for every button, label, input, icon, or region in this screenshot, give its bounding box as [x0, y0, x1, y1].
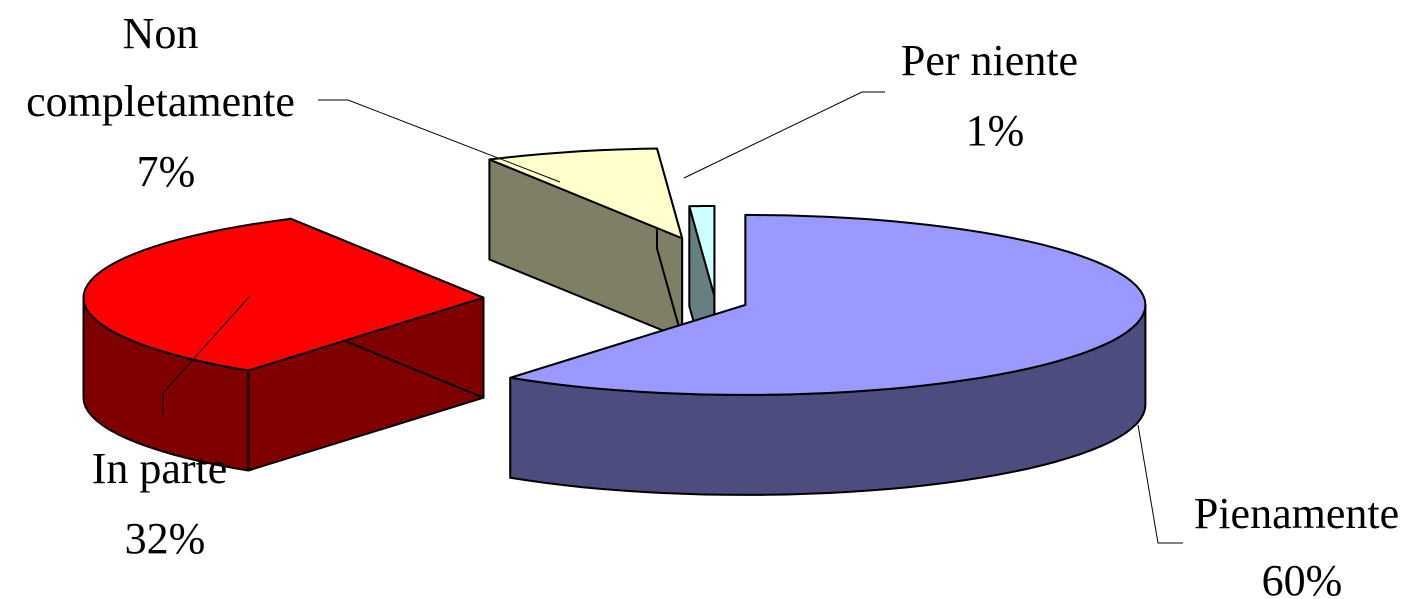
label-non-completamente-name-2: completamente [26, 77, 295, 126]
pie-slices [82, 147, 1147, 496]
leader-line-in-parte [162, 295, 251, 415]
slice-pienamente [509, 213, 1147, 396]
slice-non-completamente [488, 147, 684, 240]
label-non-completamente-pct: 7% [137, 147, 196, 196]
label-non-completamente-name-1: Non [123, 9, 199, 58]
leader-line-pienamente [1137, 424, 1183, 544]
label-pienamente-pct: 60% [1262, 556, 1343, 599]
label-pienamente: Pienamente 60% [1194, 489, 1410, 599]
label-per-niente: Per niente 1% [901, 36, 1089, 155]
slice-in-parte [82, 217, 485, 372]
leader-line-non-completamente [318, 99, 561, 183]
label-in-parte-pct: 32% [125, 514, 206, 563]
label-in-parte-name: In parte [92, 444, 228, 493]
label-per-niente-name: Per niente [901, 36, 1078, 85]
leader-line-per-niente [683, 91, 885, 179]
label-in-parte: In parte 32% [92, 444, 239, 563]
label-non-completamente: Non completamente 7% [26, 9, 306, 196]
label-pienamente-name: Pienamente [1194, 489, 1399, 538]
label-per-niente-pct: 1% [966, 106, 1025, 155]
slice-per-niente [688, 205, 716, 297]
